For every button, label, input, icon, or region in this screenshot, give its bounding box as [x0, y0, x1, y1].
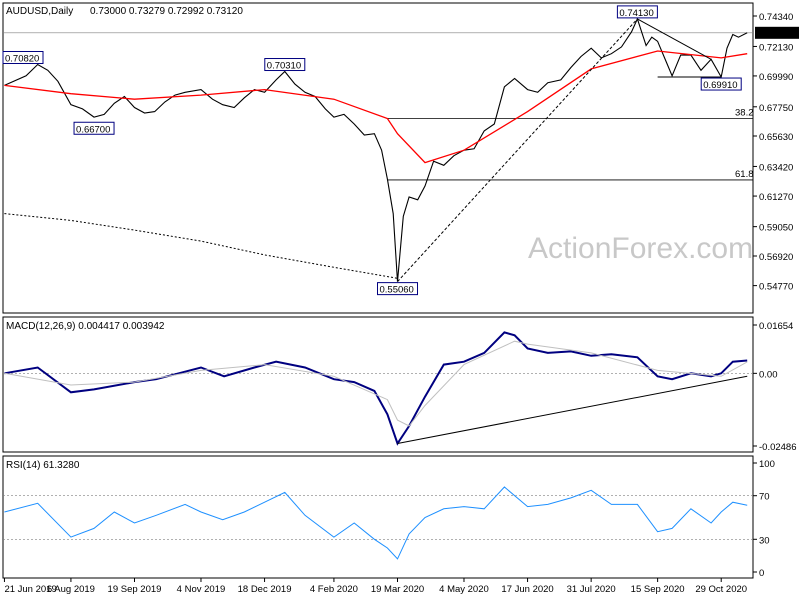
- xtick-label-3: 4 Nov 2019: [177, 584, 226, 595]
- xtick-label-7: 4 May 2020: [439, 584, 489, 595]
- macd-series-signal: [4, 340, 748, 427]
- callout-box-2: [264, 58, 306, 72]
- rsi-ytick-label-0: 100: [759, 459, 775, 470]
- xtick-label-11: 29 Oct 2020: [695, 584, 747, 595]
- callout-box-3: [377, 282, 419, 296]
- rsi-title: RSI(14) 61.3280: [6, 460, 80, 471]
- xtick-label-4: 18 Dec 2019: [238, 584, 292, 595]
- rsi-ytick-label-3: 0: [759, 568, 764, 579]
- callout-label-0: 0.70820: [5, 53, 39, 64]
- ohlc-label: 0.73000 0.73279 0.72992 0.73120: [90, 6, 243, 17]
- rising-trendline: [397, 18, 638, 282]
- last-price-label: 0.73120: [759, 29, 793, 40]
- macd-ytick-label-1: 0.00: [759, 369, 778, 380]
- symbol-label: AUDUSD,Daily: [6, 6, 73, 17]
- price-ytick-label-2: 0.69990: [759, 72, 793, 83]
- callout-label-5: 0.69910: [703, 80, 737, 91]
- callout-label-3: 0.55060: [380, 285, 414, 296]
- falling-trendline: [637, 18, 712, 60]
- callout-box-5: [700, 77, 742, 91]
- axes-layer: 0.74340 0.72130 0.69990 0.67750 0.65630 0.634…: [3, 12, 799, 595]
- xtick-label-6: 19 Mar 2020: [371, 584, 424, 595]
- callout-label-1: 0.66700: [76, 124, 110, 135]
- xtick-label-1: 6 Aug 2019: [47, 584, 95, 595]
- macd-panel-frame: [2, 316, 754, 453]
- callout-box-0: [2, 50, 44, 64]
- price-ytick-label-3: 0.67750: [759, 103, 793, 114]
- xtick-label-10: 15 Sep 2020: [631, 584, 685, 595]
- price-series-long-ma: [4, 213, 398, 279]
- fib-label-1: 61.8: [735, 169, 754, 180]
- macd-title: MACD(12,26,9) 0.004417 0.003942: [6, 321, 165, 332]
- macd-series-macd: [4, 331, 748, 446]
- xtick-label-0: 21 Jun 2019: [4, 584, 56, 595]
- rsi-layer: [4, 486, 748, 560]
- price-ytick-label-8: 0.56920: [759, 252, 793, 263]
- xtick-label-8: 17 Jun 2020: [501, 584, 553, 595]
- last-price-marker: [755, 26, 799, 39]
- macd-ytick-label-0: 0.01654: [759, 321, 793, 332]
- price-panel-frame: [2, 2, 754, 314]
- price-series-price: [4, 17, 748, 282]
- price-ytick-label-7: 0.59050: [759, 223, 793, 234]
- watermark: ActionForex.com: [528, 232, 753, 265]
- xtick-label-2: 19 Sep 2019: [108, 584, 162, 595]
- xtick-label-9: 31 Jul 2020: [567, 584, 616, 595]
- price-ytick-label-4: 0.65630: [759, 132, 793, 143]
- price-ytick-label-0: 0.74340: [759, 12, 793, 23]
- rsi-series: [4, 486, 748, 560]
- price-series-ema: [4, 50, 748, 164]
- rsi-ytick-label-1: 70: [759, 492, 770, 503]
- xtick-label-5: 4 Feb 2020: [310, 584, 358, 595]
- rsi-panel-frame: [2, 455, 754, 579]
- price-ytick-label-1: 0.72130: [759, 42, 793, 53]
- price-ytick-label-9: 0.54770: [759, 282, 793, 293]
- callout-label-4: 0.74130: [619, 8, 653, 19]
- callout-label-2: 0.70310: [267, 61, 301, 72]
- callout-box-4: [616, 5, 658, 19]
- callout-box-1: [73, 121, 115, 135]
- price-ytick-label-5: 0.63420: [759, 162, 793, 173]
- macd-ytick-label-2: -0.02486: [759, 442, 797, 453]
- price-ytick-label-6: 0.61270: [759, 192, 793, 203]
- grid-layer: [3, 32, 753, 540]
- price-layer: 38.2 61.8 0.70820 0.66700 0.70310 0.55060 0.74…: [2, 5, 754, 296]
- rsi-ytick-label-2: 30: [759, 535, 770, 546]
- macd-trendline: [397, 375, 748, 444]
- macd-layer: [4, 331, 748, 446]
- fib-label-0: 38.2: [735, 107, 754, 118]
